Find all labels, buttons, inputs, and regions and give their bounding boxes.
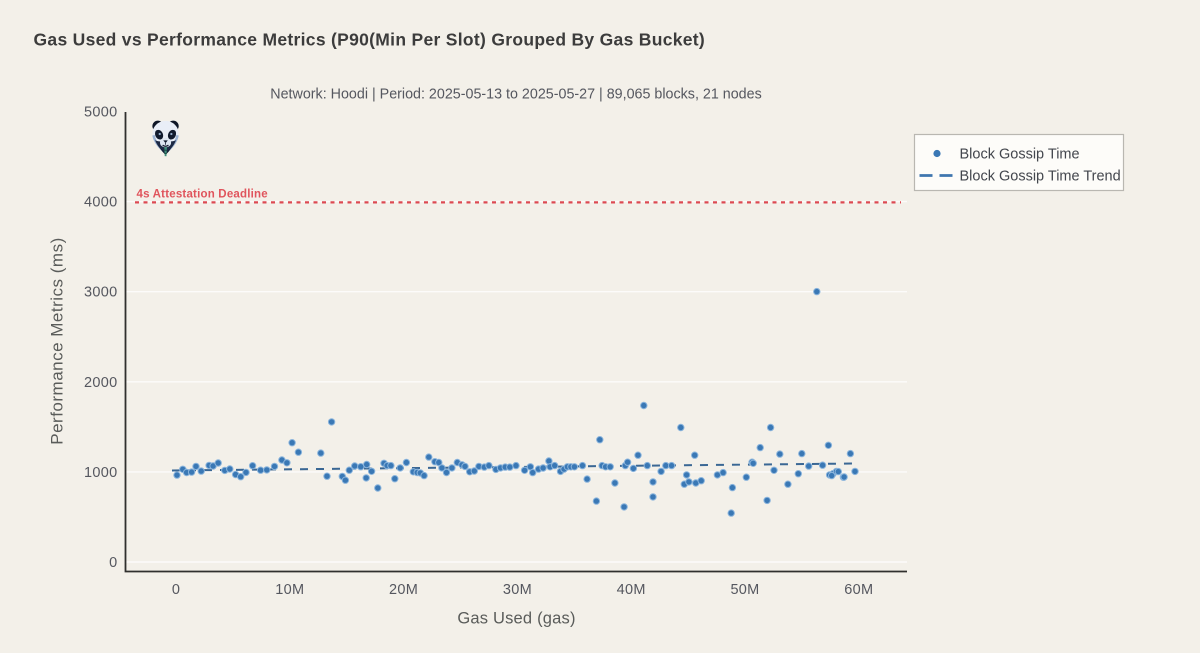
svg-text:60M: 60M (844, 582, 873, 598)
svg-text:10M: 10M (275, 582, 304, 598)
svg-text:0: 0 (172, 582, 180, 598)
svg-text:30M: 30M (503, 582, 532, 598)
svg-text:40M: 40M (617, 582, 646, 598)
svg-text:Gas Used (gas): Gas Used (gas) (457, 610, 575, 628)
svg-text:Performance Metrics (ms): Performance Metrics (ms) (48, 237, 67, 445)
svg-text:4s Attestation Deadline: 4s Attestation Deadline (137, 189, 268, 201)
svg-text:2000: 2000 (84, 375, 117, 391)
svg-text:Block Gossip Time: Block Gossip Time (960, 147, 1080, 163)
svg-text:Network: Hoodi | Period: 2025-: Network: Hoodi | Period: 2025-05-13 to 2… (270, 87, 761, 103)
svg-text:Gas Used vs Performance Metric: Gas Used vs Performance Metrics (P90(Min… (34, 30, 706, 50)
svg-text:3000: 3000 (84, 285, 117, 301)
svg-text:20M: 20M (389, 582, 418, 598)
svg-text:0: 0 (109, 555, 117, 571)
svg-text:1000: 1000 (84, 465, 117, 481)
svg-text:4000: 4000 (84, 195, 117, 211)
svg-text:Block Gossip Time Trend: Block Gossip Time Trend (960, 169, 1121, 185)
svg-text:5000: 5000 (84, 105, 117, 121)
svg-text:50M: 50M (730, 582, 759, 598)
